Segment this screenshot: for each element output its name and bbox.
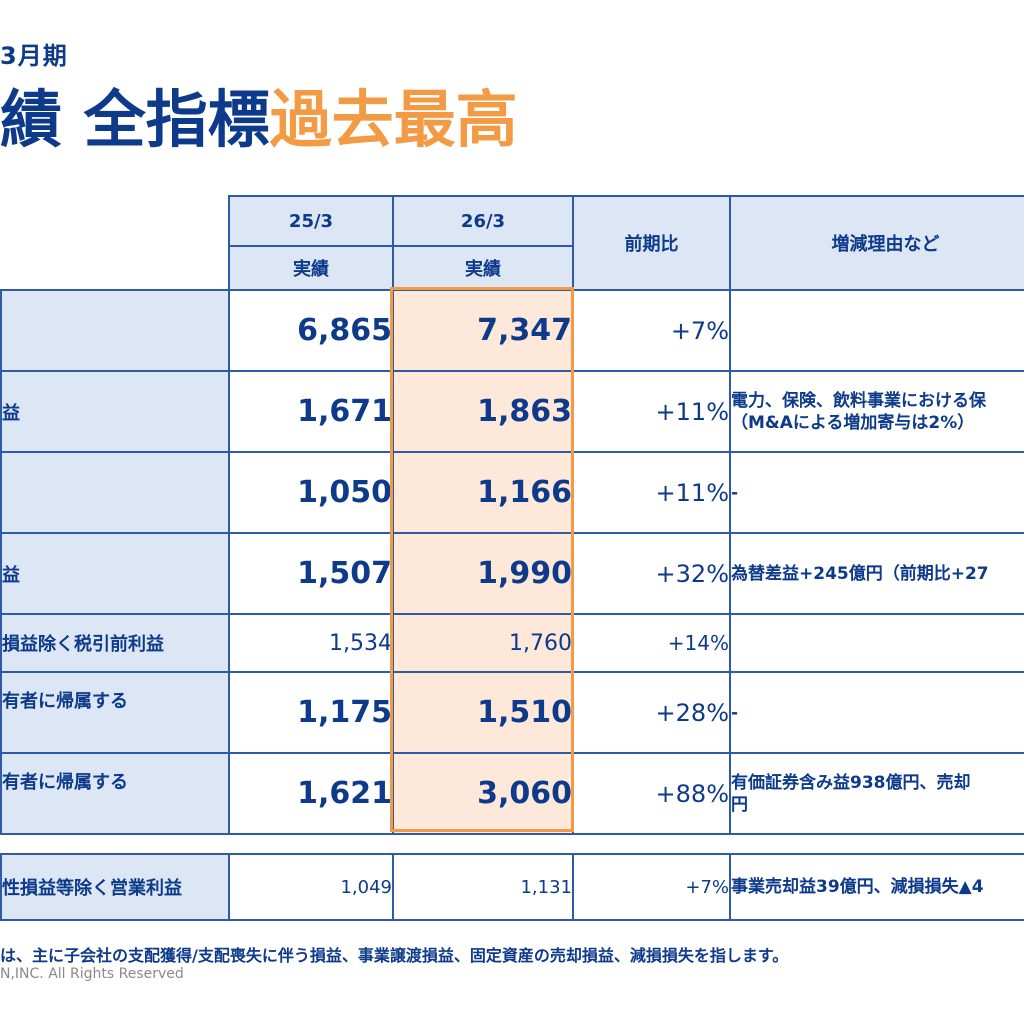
headline-highlight: 過去最高 [269,83,518,156]
header-blank [1,196,230,291]
slide-headline: 績 全指標過去最高 [0,78,518,162]
value-yoy: +11% [572,451,731,534]
reason-cell: 電力、保険、飲料事業における保 （M&Aによる増加寄与は2%） [729,370,1024,453]
header-fy26: 26/3 [392,195,574,247]
reason-cell: 有価証券含み益938億円、売却円 [729,752,1024,835]
reason-line: 有価証券含み益938億円、売却 [731,772,971,793]
headline-main: 績 全指標 [0,83,270,156]
table-row: 有者に帰属する 1,621 3,060 +88% 有価証券含み益938億円、売却… [0,752,1024,835]
header-fy26-actual: 実績 [392,245,574,291]
value-fy26: 3,060 [392,752,574,835]
reason-line: 円 [731,794,748,815]
header-reason: 増減理由など [729,195,1024,291]
table-row: 益 1,671 1,863 +11% 電力、保険、飲料事業における保 （M&Aによ… [0,370,1024,453]
value-yoy: +88% [572,752,731,835]
table-spacer [1,833,1024,855]
fiscal-period: 3月期 [0,42,68,70]
row-label: 益 [0,532,230,615]
row-label [0,289,230,372]
value-yoy: +7% [572,853,731,921]
copyright: N,INC. All Rights Reserved [0,966,184,982]
table-row: 益 1,507 1,990 +32% 為替差益+245億円（前期比+27 [0,532,1024,615]
table-row: 損益除く税引前利益 1,534 1,760 +14% [0,613,1024,673]
header-row-bottom: 実績 実績 [1,245,1024,291]
reason-line: 電力、保険、飲料事業における保 [731,390,986,411]
results-table: 25/3 26/3 前期比 増減理由など 実績 実績 6,865 7,347 +… [0,195,1024,921]
row-label: 有者に帰属する [0,752,230,835]
value-fy25: 6,865 [228,289,394,372]
value-fy26: 1,131 [392,853,574,921]
value-yoy: +11% [572,370,731,453]
table-row: 6,865 7,347 +7% [0,289,1024,372]
value-yoy: +28% [572,671,731,754]
footnote: は、主に子会社の支配獲得/支配喪失に伴う損益、事業譲渡損益、固定資産の売却損益、… [0,946,789,965]
header-fy25-actual: 実績 [228,245,394,291]
reason-line: 事業売却益39億円、減損損失▲4 [731,877,984,897]
header-yoy: 前期比 [572,195,731,291]
row-label: 益 [0,370,230,453]
value-fy25: 1,175 [228,671,394,754]
row-label: 損益除く税引前利益 [0,613,230,673]
value-fy25: 1,621 [228,752,394,835]
reason-line: 為替差益+245億円（前期比+27 [731,563,989,584]
reason-cell: 為替差益+245億円（前期比+27 [729,532,1024,615]
header-fy25: 25/3 [228,195,394,247]
value-fy26: 1,760 [392,613,574,673]
reason-cell: - [729,671,1024,754]
value-fy26: 1,166 [392,451,574,534]
table-row-extra: 性損益等除く営業利益 1,049 1,131 +7% 事業売却益39億円、減損損… [0,853,1024,921]
reason-cell: 事業売却益39億円、減損損失▲4 [729,853,1024,921]
value-fy25: 1,050 [228,451,394,534]
reason-cell [729,613,1024,673]
reason-line: - [731,702,739,723]
reason-line: （M&Aによる増加寄与は2%） [731,412,975,433]
value-yoy: +7% [572,289,731,372]
value-yoy: +32% [572,532,731,615]
row-label: 性損益等除く営業利益 [0,853,230,921]
value-fy26: 1,990 [392,532,574,615]
value-fy25: 1,049 [228,853,394,921]
value-yoy: +14% [572,613,731,673]
value-fy25: 1,534 [228,613,394,673]
row-label [0,451,230,534]
table-row: 有者に帰属する 1,175 1,510 +28% - [0,671,1024,754]
value-fy25: 1,671 [228,370,394,453]
value-fy26: 7,347 [392,289,574,372]
row-label: 有者に帰属する [0,671,230,754]
reason-cell [729,289,1024,372]
value-fy25: 1,507 [228,532,394,615]
value-fy26: 1,510 [392,671,574,754]
reason-cell: - [729,451,1024,534]
value-fy26: 1,863 [392,370,574,453]
reason-line: - [731,482,739,503]
header-row-top: 25/3 26/3 前期比 増減理由など [1,195,1024,291]
table-row: 1,050 1,166 +11% - [0,451,1024,534]
